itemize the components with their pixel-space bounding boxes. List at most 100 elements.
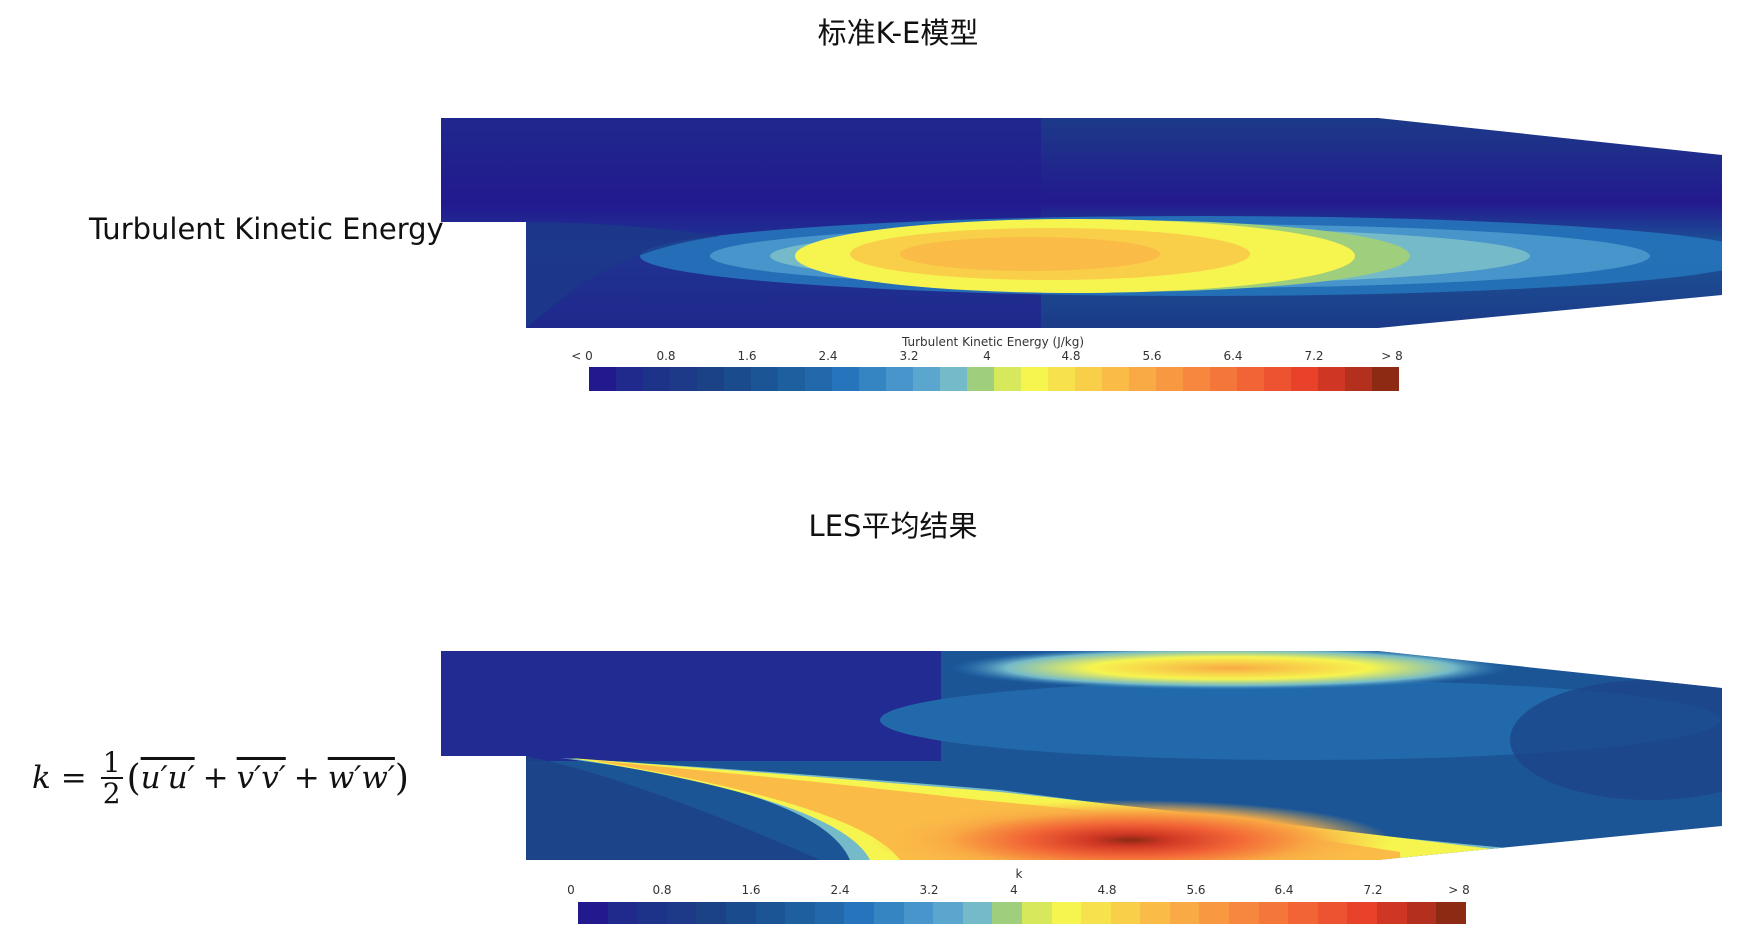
formula-fraction: 1 2 [100,748,123,811]
colorbar-swatch [696,902,726,924]
formula-lhs: k [32,760,51,797]
tick: < 0 [571,349,593,363]
colorbar-swatch [1110,902,1141,924]
colorbar-swatch [725,902,756,924]
bottom-panel-title: LES平均结果 [808,509,978,543]
colorbar-swatch [755,902,786,924]
tick: 2.4 [818,349,838,363]
colorbar-swatch [785,902,815,924]
colorbar-swatch [724,367,751,391]
colorbar-swatch [844,902,874,924]
colorbar-swatch [873,902,904,924]
colorbar-swatch [967,367,994,391]
tick: 4.8 [1097,883,1117,897]
formula-term-vv: v′v′ [236,760,286,797]
bottom-colorbar-title: k [1015,867,1023,881]
colorbar-swatch [1317,902,1348,924]
colorbar-swatch [607,902,638,924]
tick: 4 [983,349,991,363]
colorbar-swatch [751,367,778,391]
colorbar-swatch [589,367,616,391]
colorbar-swatch [1406,902,1437,924]
tick: 7.2 [1304,349,1324,363]
tick: 5.6 [1142,349,1162,363]
colorbar-swatch [1210,367,1237,391]
formula-term-ww: w′w′ [327,760,395,797]
colorbar-swatch [1229,902,1259,924]
formula-term-uu: u′u′ [140,760,195,797]
colorbar-swatch [962,902,993,924]
colorbar-swatch [1048,367,1075,391]
colorbar-swatch [1291,367,1318,391]
colorbar-swatch [814,902,845,924]
colorbar-swatch [578,902,608,924]
colorbar-swatch [1318,367,1345,391]
colorbar-swatch [1264,367,1291,391]
colorbar-swatch [1258,902,1289,924]
tke-formula: k = 1 2 ( u′u′ + v′v′ + w′w′ ) [32,748,409,809]
colorbar-swatch [1288,902,1318,924]
colorbar-swatch [1021,902,1052,924]
tick: 6.4 [1274,883,1294,897]
top-side-label: Turbulent Kinetic Energy [89,212,444,246]
colorbar-swatch [643,367,670,391]
colorbar-swatch [805,367,832,391]
formula-plus: + [293,760,320,797]
top-panel-title: 标准K-E模型 [817,16,979,50]
colorbar-swatch [832,367,859,391]
colorbar-swatch [1347,902,1378,924]
tick: 6.4 [1223,349,1243,363]
colorbar-swatch [994,367,1021,391]
colorbar-swatch [670,367,697,391]
tick: 0 [567,883,575,897]
tick: 4 [1010,883,1018,897]
colorbar-swatch [1436,902,1466,924]
tick: 2.4 [830,883,850,897]
colorbar-swatch [1345,367,1372,391]
colorbar-swatch [1102,367,1129,391]
colorbar-swatch [616,367,643,391]
colorbar-swatch [1183,367,1210,391]
colorbar-swatch [903,902,934,924]
colorbar-swatch [940,367,967,391]
colorbar-swatch [933,902,963,924]
colorbar-swatch [1169,902,1200,924]
tick: > 8 [1381,349,1403,363]
tick: 5.6 [1186,883,1206,897]
colorbar-swatch [1377,902,1407,924]
tick: 3.2 [899,349,919,363]
colorbar-swatch [913,367,940,391]
colorbar-swatch [1129,367,1156,391]
colorbar-swatch [992,902,1022,924]
colorbar-swatch [1199,902,1230,924]
formula-plus: + [202,760,229,797]
colorbar-swatch [1156,367,1183,391]
colorbar-swatch [637,902,667,924]
bottom-colorbar [578,902,1466,924]
tick: 1.6 [737,349,757,363]
colorbar-swatch [1140,902,1170,924]
tick: 0.8 [652,883,672,897]
colorbar-swatch [778,367,805,391]
colorbar-swatch [1081,902,1111,924]
colorbar-swatch [886,367,913,391]
top-colorbar [589,367,1399,391]
formula-close-paren: ) [394,757,409,799]
fraction-denominator: 2 [102,777,121,811]
colorbar-swatch [1075,367,1102,391]
tick: 4.8 [1061,349,1081,363]
tick: 1.6 [741,883,761,897]
formula-equals: = [60,760,87,797]
tick: > 8 [1448,883,1470,897]
colorbar-swatch [1237,367,1264,391]
colorbar-swatch [666,902,697,924]
tick: 3.2 [919,883,939,897]
colorbar-swatch [859,367,886,391]
tick: 0.8 [656,349,676,363]
colorbar-swatch [697,367,724,391]
right-edge-bar [1729,0,1739,929]
top-colorbar-title: Turbulent Kinetic Energy (J/kg) [901,335,1085,349]
colorbar-swatch [1021,367,1048,391]
formula-open-paren: ( [126,757,141,799]
